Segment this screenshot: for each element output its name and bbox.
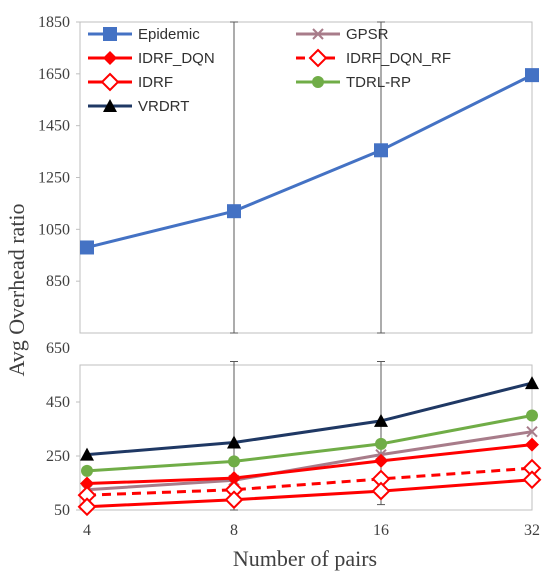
data-point-vrdrt bbox=[80, 447, 94, 461]
series-line-tdrl-rp bbox=[86, 414, 533, 473]
data-point-idrf-dqn bbox=[525, 437, 539, 452]
x-tick-label: 32 bbox=[524, 522, 540, 539]
data-point-epidemic bbox=[374, 143, 388, 158]
data-point-gpsr bbox=[526, 425, 538, 438]
x-tick-label: 4 bbox=[83, 522, 91, 539]
data-point-idrf-dqn bbox=[227, 471, 241, 486]
legend: Epidemic IDRF_DQN IDRF VRDRT GPSR IDRF_DQN_RF… bbox=[88, 26, 451, 115]
x-tick-label: 8 bbox=[230, 522, 238, 539]
y-tick-label: 50 bbox=[54, 502, 70, 519]
series-lines bbox=[86, 73, 533, 509]
legend-label-idrf-dqn-rf: IDRF_DQN_RF bbox=[346, 50, 451, 67]
data-point-idrf-dqn bbox=[80, 476, 94, 491]
y-tick-label: 850 bbox=[46, 273, 70, 290]
data-point-tdrl-rp bbox=[81, 464, 93, 477]
series-line-epidemic bbox=[86, 73, 533, 249]
legend-label-idrf: IDRF bbox=[138, 74, 173, 91]
data-point-idrf bbox=[522, 470, 542, 490]
y-tick-label: 450 bbox=[46, 394, 70, 411]
y-tick-label: 650 bbox=[46, 340, 70, 357]
y-tick-label: 1050 bbox=[38, 221, 70, 238]
x-tick-label: 16 bbox=[373, 522, 389, 539]
legend-label-vrdrt: VRDRT bbox=[138, 98, 189, 115]
data-point-vrdrt bbox=[525, 376, 539, 390]
y-axis-label: Avg Overhead ratio bbox=[4, 203, 29, 376]
series-line-idrf-dqn bbox=[86, 443, 533, 486]
legend-marker-idrf bbox=[100, 72, 120, 92]
legend-marker-gpsr bbox=[312, 28, 324, 40]
y-tick-label: 1650 bbox=[38, 66, 70, 83]
data-point-idrf bbox=[77, 497, 97, 517]
x-axis-label: Number of pairs bbox=[233, 546, 377, 571]
error-bars bbox=[230, 21, 385, 511]
data-point-idrf bbox=[224, 490, 244, 510]
axes bbox=[76, 21, 533, 511]
data-point-vrdrt bbox=[374, 413, 388, 427]
legend-marker-vrdrt bbox=[103, 99, 117, 112]
legend-label-gpsr: GPSR bbox=[346, 26, 389, 43]
legend-marker-idrf-dqn bbox=[103, 51, 117, 65]
legend-label-epidemic: Epidemic bbox=[138, 26, 200, 43]
series-line-vrdrt bbox=[86, 381, 533, 457]
series-markers bbox=[77, 68, 542, 517]
legend-marker-tdrl-rp bbox=[312, 76, 324, 88]
legend-marker-epidemic bbox=[103, 27, 117, 41]
legend-marker-gpsr-stroke bbox=[312, 28, 324, 40]
data-point-epidemic bbox=[525, 68, 539, 83]
data-point-idrf-dqn bbox=[374, 453, 388, 468]
data-point-epidemic bbox=[227, 204, 241, 219]
tick-labels: 50 250 450 650 850 1050 1250 1450 1650 1850 4 8 16 32 bbox=[38, 14, 540, 539]
data-point-gpsr-stroke bbox=[526, 425, 538, 438]
series-line-idrf bbox=[86, 478, 533, 509]
y-tick-label: 250 bbox=[46, 448, 70, 465]
data-point-epidemic bbox=[80, 240, 94, 255]
y-tick-label: 1450 bbox=[38, 118, 70, 135]
data-point-tdrl-rp bbox=[526, 409, 538, 422]
legend-label-idrf-dqn: IDRF_DQN bbox=[138, 50, 215, 67]
series-line-gpsr bbox=[86, 430, 533, 492]
data-point-tdrl-rp bbox=[228, 455, 240, 468]
lower-panel-frame bbox=[79, 364, 533, 511]
legend-label-tdrl-rp: TDRL-RP bbox=[346, 74, 411, 91]
y-tick-label: 1250 bbox=[38, 170, 70, 187]
data-point-idrf bbox=[371, 481, 391, 501]
data-point-vrdrt bbox=[227, 435, 241, 449]
legend-marker-idrf-dqn-rf bbox=[308, 48, 328, 68]
data-point-tdrl-rp bbox=[375, 437, 387, 450]
upper-panel-frame bbox=[79, 21, 533, 334]
y-tick-label: 1850 bbox=[38, 14, 70, 31]
